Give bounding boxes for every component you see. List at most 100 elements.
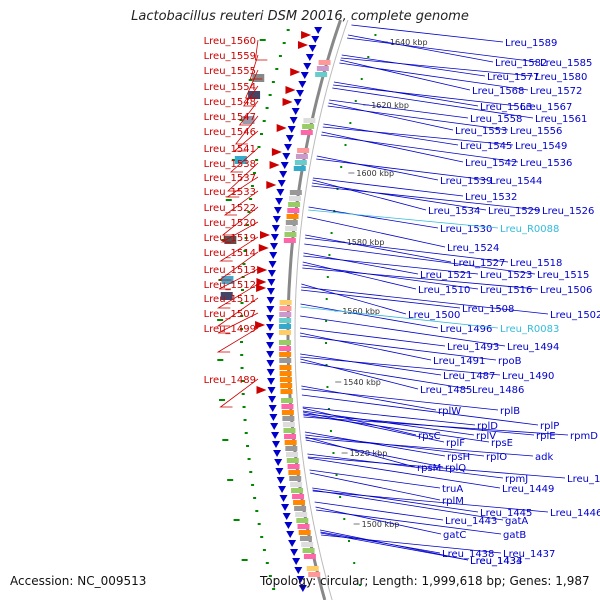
forward-gene-box: [220, 292, 233, 300]
reverse-gene-arrow: [266, 288, 275, 295]
reverse-gene-arrow: [269, 414, 278, 421]
gene-leader-line: [341, 54, 486, 77]
gene-leader-line: [333, 81, 479, 107]
cog-box: [316, 66, 329, 71]
gene-leader-line: [302, 264, 479, 290]
gene-label: Lreu_1554: [204, 82, 256, 93]
gene-leader-line: [305, 439, 444, 468]
gene-label: Lreu_1496: [440, 324, 492, 335]
gene-leader-line: [235, 115, 259, 145]
cog-box: [303, 118, 316, 123]
cog-box: [302, 124, 315, 129]
gene-label: Lreu_1558: [470, 114, 522, 125]
forward-gene-arrow: [257, 266, 268, 274]
gene-leader-line: [309, 469, 441, 489]
gene-label: Lreu_1490: [502, 371, 554, 382]
gene-leader-line: [314, 501, 444, 521]
gene-label: Lreu_1545: [460, 141, 512, 152]
kbp-label: 1560 kbp: [342, 307, 380, 316]
cog-box: [285, 226, 298, 231]
gene-label: Lreu_1549: [515, 141, 567, 152]
cog-box: [287, 208, 300, 213]
reverse-gene-arrow: [293, 99, 302, 106]
reverse-gene-arrow: [286, 531, 295, 538]
reverse-gene-arrow: [287, 126, 296, 133]
reverse-gene-arrow: [308, 45, 317, 52]
gene-label: rplV: [476, 431, 496, 442]
reverse-gene-arrow: [266, 324, 275, 331]
reverse-gene-arrow: [269, 252, 278, 259]
gene-leader-line: [305, 234, 452, 263]
gene-leader-line: [312, 182, 487, 211]
gene-label: Lreu_1547: [204, 112, 256, 123]
forward-gene-arrow: [266, 181, 277, 189]
gene-label: Lreu_1511: [204, 294, 256, 305]
gene-label: rpmD: [570, 431, 598, 442]
forward-gene-arrow: [297, 41, 308, 49]
gene-label: Lreu_1538: [204, 159, 256, 170]
gene-label: Lreu_1544: [490, 176, 542, 187]
cog-box: [279, 346, 292, 351]
reverse-gene-arrow: [294, 567, 303, 574]
reverse-gene-arrow: [298, 585, 307, 592]
gene-label: truA: [442, 484, 463, 495]
gene-leader-line: [327, 105, 509, 131]
cog-box: [279, 306, 292, 311]
cog-box: [294, 506, 307, 511]
forward-gene-arrow: [260, 231, 271, 239]
cog-box: [289, 190, 302, 195]
gene-leader-line: [223, 190, 259, 216]
cog-box: [299, 536, 312, 541]
cog-box: [289, 476, 302, 481]
cog-box: [284, 232, 297, 237]
reverse-gene-arrow: [273, 207, 282, 214]
gene-label: Lreu_1555: [204, 66, 256, 77]
gene-label: gatB: [503, 530, 526, 541]
gene-leader-line: [321, 534, 502, 554]
reverse-gene-arrow: [270, 243, 279, 250]
gene-leader-line: [216, 283, 259, 309]
gene-label: Lreu_1553: [455, 126, 507, 137]
reverse-gene-arrow: [278, 486, 287, 493]
gene-leader-line: [301, 385, 437, 411]
gene-leader-line: [301, 289, 461, 309]
gene-label: Lreu_1514: [204, 248, 256, 259]
reverse-gene-arrow: [281, 504, 290, 511]
gene-label: Lreu_1437: [503, 549, 555, 560]
cog-box: [284, 434, 297, 439]
gene-label: rplP: [540, 421, 559, 432]
forward-gene-arrow: [285, 86, 296, 94]
gene-label: Lreu_1577: [487, 72, 539, 83]
gene-label: Lreu_1438: [442, 549, 494, 560]
gene-label: Lreu_1507: [204, 309, 256, 320]
gene-leader-line: [312, 177, 464, 197]
gene-label: rpmJ: [505, 474, 528, 485]
gene-label: Lreu_1485: [420, 385, 472, 396]
forward-gene-arrow: [301, 31, 312, 39]
gene-leader-line: [311, 185, 541, 211]
gene-label: gatA: [505, 516, 528, 527]
cog-box: [285, 446, 298, 451]
gene-label: Lreu_1585: [540, 58, 592, 69]
reverse-gene-arrow: [284, 144, 293, 151]
gene-label: Lreu_1548: [204, 97, 256, 108]
gene-label: Lreu_1589: [505, 38, 557, 49]
gene-label: Lreu_1582: [495, 58, 547, 69]
cog-box: [286, 214, 299, 219]
gene-leader-line: [303, 255, 479, 275]
gene-label: Lreu_1486: [472, 385, 524, 396]
reverse-gene-arrow: [272, 216, 281, 223]
gene-leader-line: [319, 529, 469, 561]
gene-leader-line: [300, 356, 501, 376]
reverse-gene-arrow: [300, 72, 309, 79]
gene-label: rplO: [486, 452, 507, 463]
gene-label: Lreu_1532: [465, 192, 517, 203]
gene-leader-line: [216, 327, 259, 353]
gene-leader-line: [323, 123, 459, 146]
gene-label: rplM: [442, 496, 464, 507]
gene-label: Lreu_1446: [550, 508, 600, 519]
gene-leader-line: [307, 453, 504, 479]
cog-box: [318, 60, 331, 65]
gene-leader-line: [301, 388, 499, 411]
gene-label: Lreu_1516: [480, 285, 532, 296]
